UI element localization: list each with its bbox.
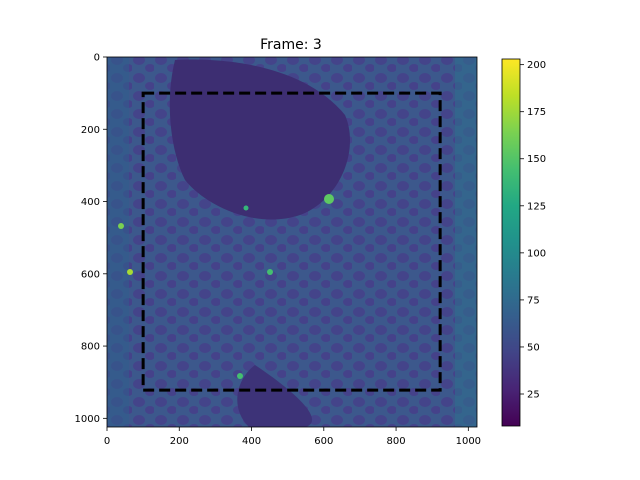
x-tick-label: 600 (314, 436, 333, 447)
x-tick-label: 0 (104, 436, 110, 447)
dark-region (169, 59, 350, 220)
bright-spot (243, 205, 249, 211)
x-axis: 0 200 400 600 800 1000 (104, 427, 481, 447)
colorbar (501, 58, 521, 427)
y-tick-label: 0 (94, 53, 100, 64)
colorbar-tick-label: 100 (527, 248, 546, 259)
bright-spot (127, 269, 133, 275)
colorbar-tick-label: 200 (527, 60, 546, 71)
colorbar-tick-label: 50 (527, 342, 540, 353)
x-tick-label: 200 (170, 436, 189, 447)
right-edge-band (455, 57, 477, 427)
plot-frame (106, 56, 478, 428)
colorbar-tick-label: 25 (527, 390, 540, 401)
colorbar-tick-label: 150 (527, 154, 546, 165)
roi-dashed-box (141, 91, 442, 392)
x-tick-label: 800 (387, 436, 406, 447)
bright-spot (118, 223, 124, 229)
roi-box-layer (141, 91, 442, 392)
y-tick-label: 600 (81, 269, 100, 280)
x-tick-label: 1000 (456, 436, 481, 447)
x-tick-label: 400 (242, 436, 261, 447)
y-axis: 0 200 400 600 800 1000 (75, 53, 107, 425)
y-tick-label: 200 (81, 125, 100, 136)
y-tick-label: 400 (81, 197, 100, 208)
colorbar-tick-label: 175 (527, 107, 546, 118)
dark-region-bottom (237, 365, 312, 427)
heatmap-image (107, 57, 477, 427)
bright-spot (324, 194, 334, 204)
left-edge-band (107, 57, 129, 427)
y-tick-label: 1000 (75, 414, 100, 425)
colorbar-axis: 25 50 75 100 125 150 175 200 (520, 60, 546, 401)
y-tick-label: 800 (81, 342, 100, 353)
chart-title: Frame: 3 (260, 37, 322, 53)
colorbar-tick-label: 125 (527, 201, 546, 212)
bright-spot (237, 373, 243, 379)
bright-spot (267, 269, 273, 275)
colorbar-tick-label: 75 (527, 295, 540, 306)
